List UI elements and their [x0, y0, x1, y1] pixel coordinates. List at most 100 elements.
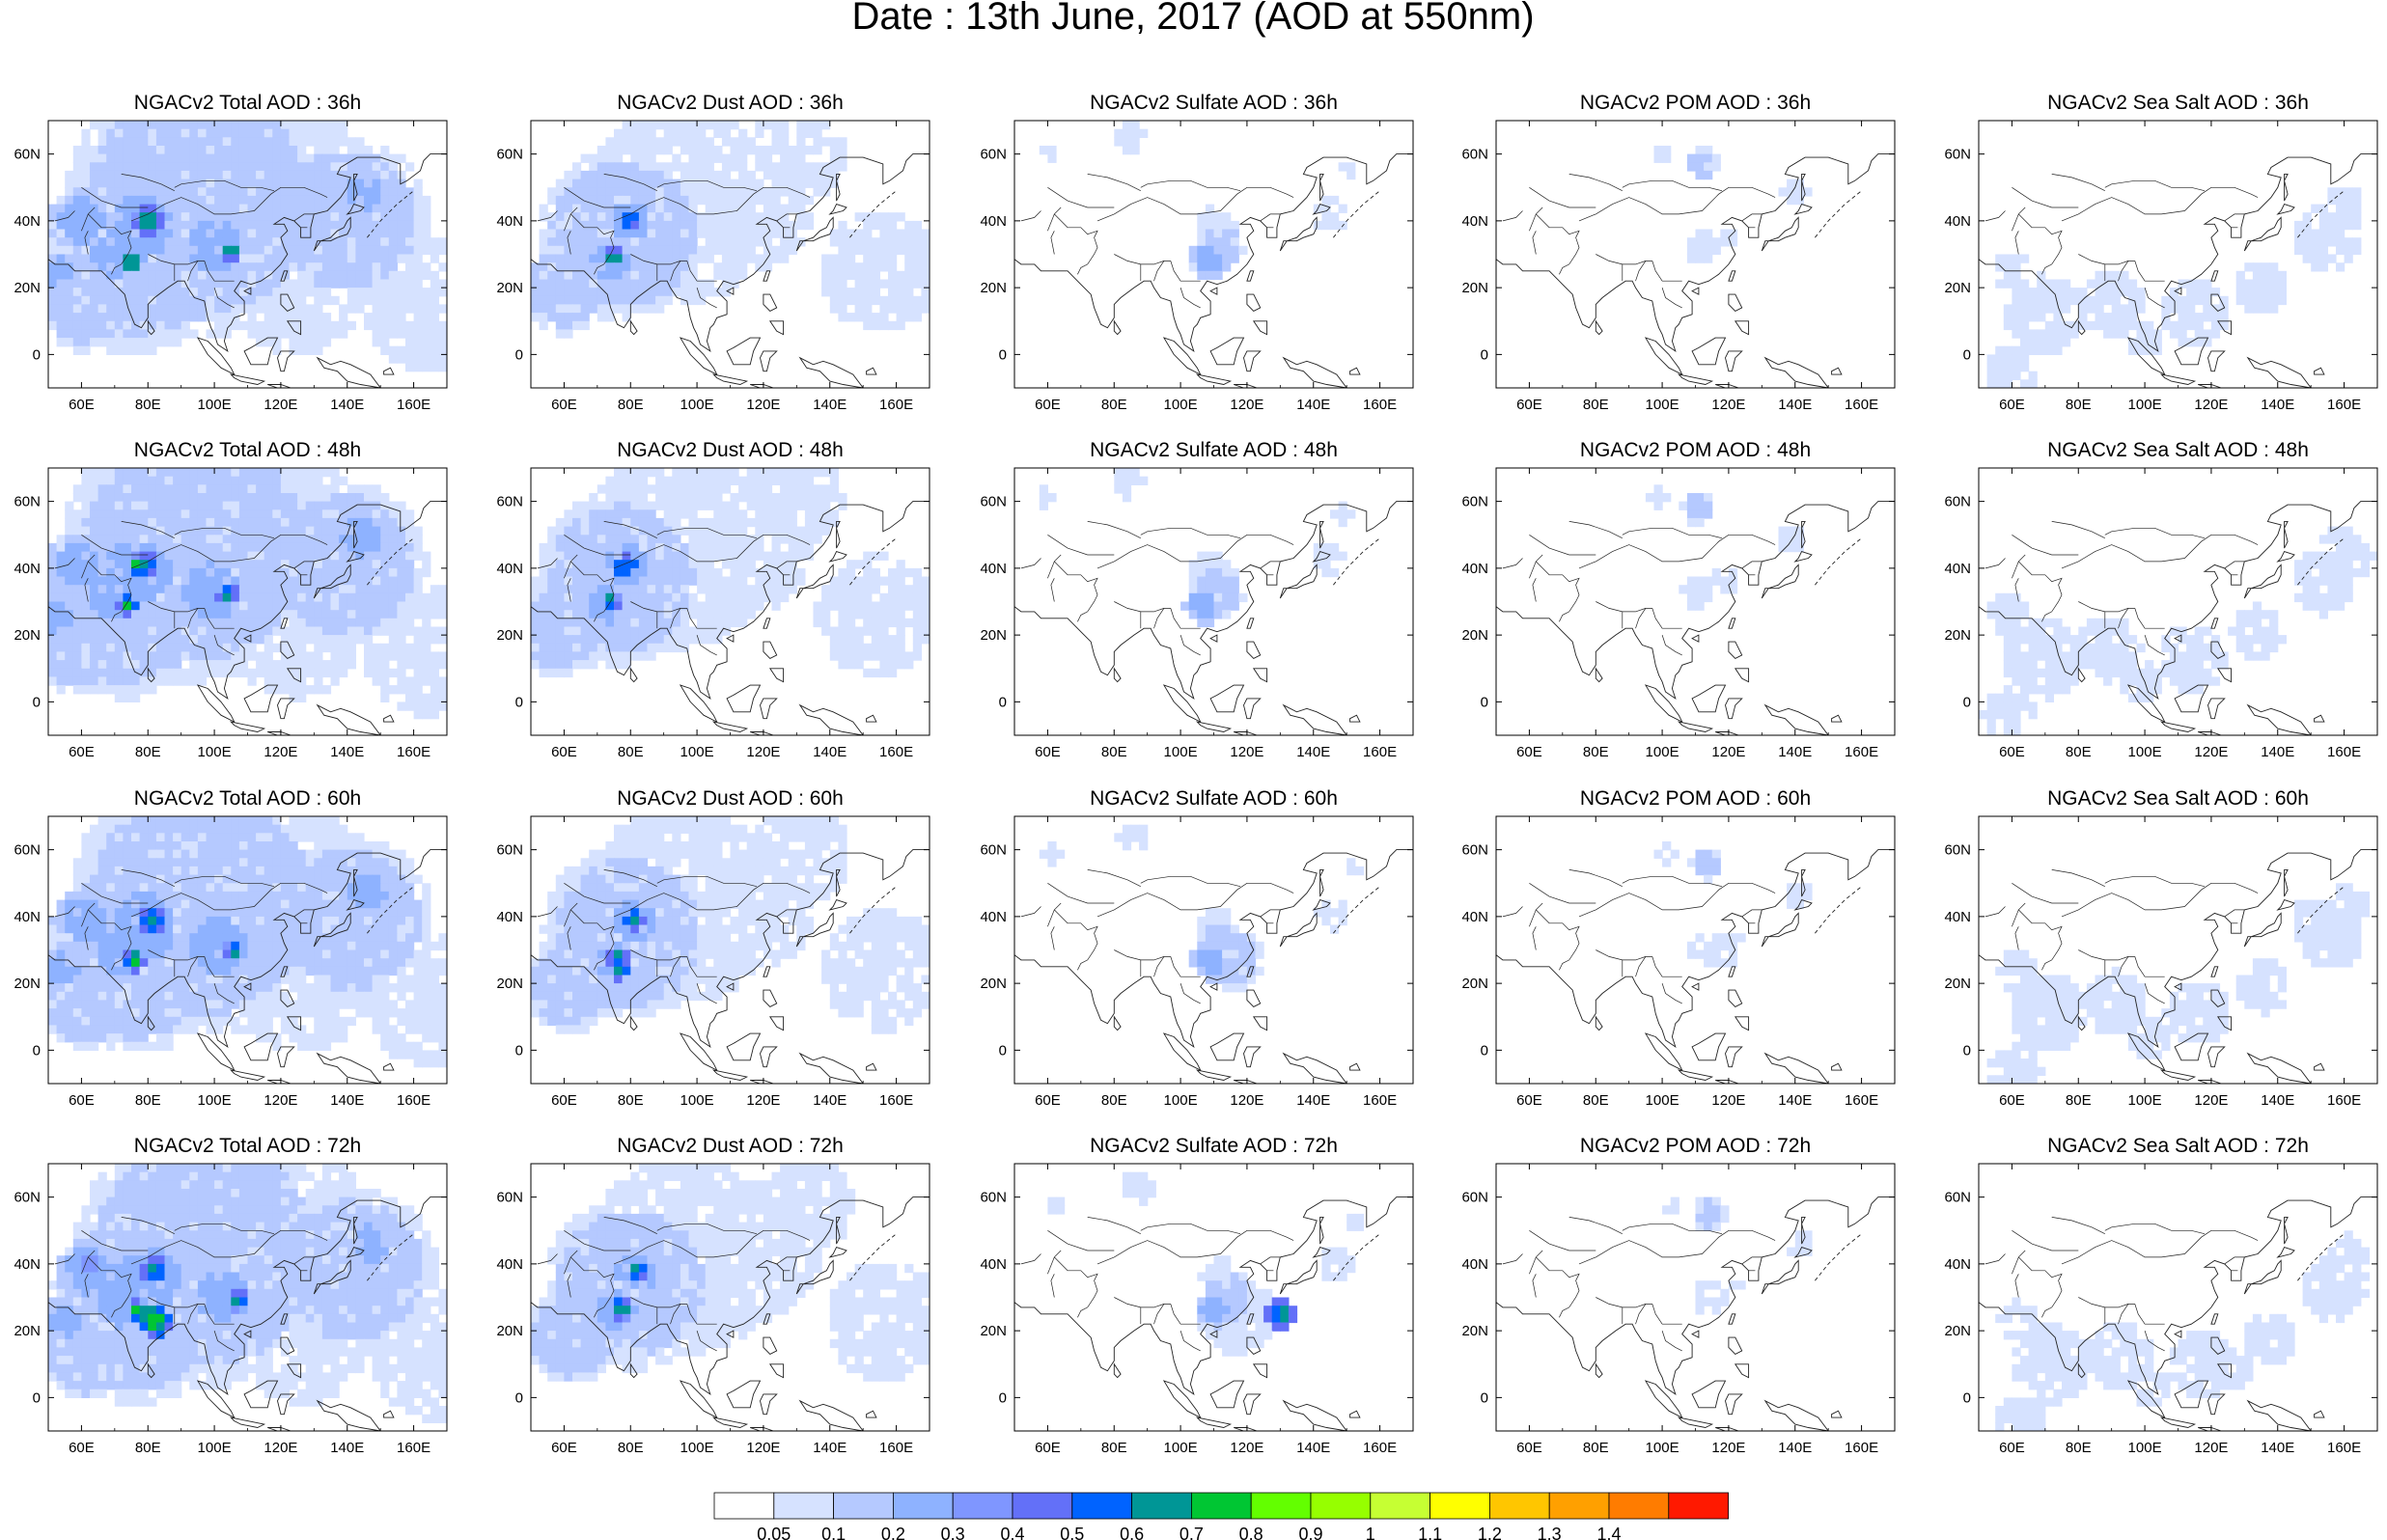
- aod-cell: [347, 237, 356, 247]
- coastlines: [1014, 468, 1413, 735]
- aod-cell: [355, 170, 365, 180]
- aod-cell: [97, 237, 107, 247]
- aod-cell: [1695, 493, 1705, 503]
- aod-cell: [721, 121, 732, 130]
- aod-cell: [372, 618, 381, 628]
- aod-cell: [214, 137, 224, 147]
- aod-cell: [1122, 146, 1132, 155]
- aod-cell: [347, 195, 356, 206]
- aod-cell: [214, 484, 224, 494]
- island-outline: [750, 384, 774, 388]
- aod-cell: [48, 551, 58, 561]
- aod-cell: [305, 195, 315, 206]
- aod-cell: [647, 212, 656, 222]
- aod-cell: [355, 493, 365, 503]
- aod-cell: [388, 626, 398, 636]
- aod-cell: [838, 295, 847, 306]
- aod-cell: [355, 254, 365, 263]
- country-border: [686, 261, 717, 282]
- aod-cell: [730, 121, 739, 130]
- aod-cell: [272, 288, 282, 297]
- aod-cell: [904, 567, 914, 578]
- aod-cell: [721, 610, 732, 619]
- aod-cell: [289, 542, 298, 553]
- aod-cell: [672, 517, 681, 528]
- aod-cell: [380, 345, 390, 355]
- aod-cell: [1197, 229, 1207, 238]
- aod-cell: [347, 245, 356, 256]
- aod-cell: [896, 270, 905, 281]
- aod-cell: [531, 262, 541, 272]
- aod-cell: [614, 179, 624, 188]
- aod-cell: [206, 567, 215, 578]
- aod-cell: [2103, 313, 2113, 322]
- aod-cell: [912, 245, 922, 256]
- island-outline: [1691, 287, 1700, 295]
- aod-cell: [272, 476, 282, 485]
- aod-cell: [705, 501, 714, 510]
- aod-cell: [305, 517, 315, 528]
- aod-cell: [314, 162, 323, 172]
- aod-cell: [531, 585, 541, 594]
- aod-cell: [697, 295, 707, 306]
- aod-cell: [2003, 313, 2012, 322]
- aod-cell: [106, 153, 116, 163]
- x-tick-label: 100E: [198, 397, 232, 413]
- aod-cell: [430, 270, 439, 281]
- aod-cell: [755, 187, 764, 197]
- aod-cell: [630, 262, 640, 272]
- aod-cell: [854, 635, 864, 645]
- aod-cell: [364, 229, 374, 238]
- aod-cell: [788, 585, 797, 594]
- aod-cell: [123, 295, 132, 306]
- aod-cell: [173, 676, 182, 686]
- aod-cell: [638, 170, 649, 180]
- aod-cell: [2235, 288, 2245, 297]
- aod-cell: [746, 212, 756, 222]
- aod-cell: [539, 313, 548, 322]
- aod-cell: [397, 170, 406, 180]
- aod-cell: [206, 170, 215, 180]
- aod-cell: [2120, 320, 2129, 331]
- aod-cell: [65, 651, 74, 661]
- aod-cell: [904, 288, 914, 297]
- aod-cell: [380, 329, 390, 339]
- aod-cell: [321, 237, 332, 247]
- aod-cell: [705, 121, 714, 130]
- aod-cell: [2318, 245, 2328, 256]
- aod-cell: [672, 288, 681, 297]
- aod-cell: [314, 635, 323, 645]
- aod-cell: [364, 618, 374, 628]
- aod-cell: [106, 560, 116, 569]
- aod-cell: [214, 245, 224, 256]
- aod-cell: [272, 329, 282, 339]
- aod-cell: [114, 262, 124, 272]
- aod-cell: [264, 212, 273, 222]
- aod-cell: [2111, 313, 2121, 322]
- aod-cell: [189, 618, 199, 628]
- country-border: [1087, 174, 1141, 192]
- aod-cell: [547, 626, 557, 636]
- aod-cell: [90, 660, 99, 670]
- aod-cell: [580, 660, 590, 670]
- aod-cell: [2344, 187, 2353, 197]
- aod-cell: [189, 245, 199, 256]
- aod-cell: [763, 476, 773, 485]
- aod-cell: [780, 237, 790, 247]
- aod-cell: [863, 618, 873, 628]
- aod-cell: [272, 676, 282, 686]
- aod-cell: [904, 660, 914, 670]
- aod-cell: [106, 320, 116, 331]
- aod-cell: [2053, 279, 2063, 289]
- aod-cell: [531, 601, 541, 611]
- aod-cell: [364, 526, 374, 536]
- aod-cell: [680, 237, 690, 247]
- aod-cell: [2352, 204, 2362, 213]
- aod-cell: [330, 635, 340, 645]
- aod-cell: [388, 551, 398, 561]
- aod-cell: [397, 535, 406, 544]
- aod-cell: [48, 237, 58, 247]
- aod-cell: [763, 204, 773, 213]
- aod-cell: [2037, 338, 2046, 347]
- aod-cell: [305, 262, 315, 272]
